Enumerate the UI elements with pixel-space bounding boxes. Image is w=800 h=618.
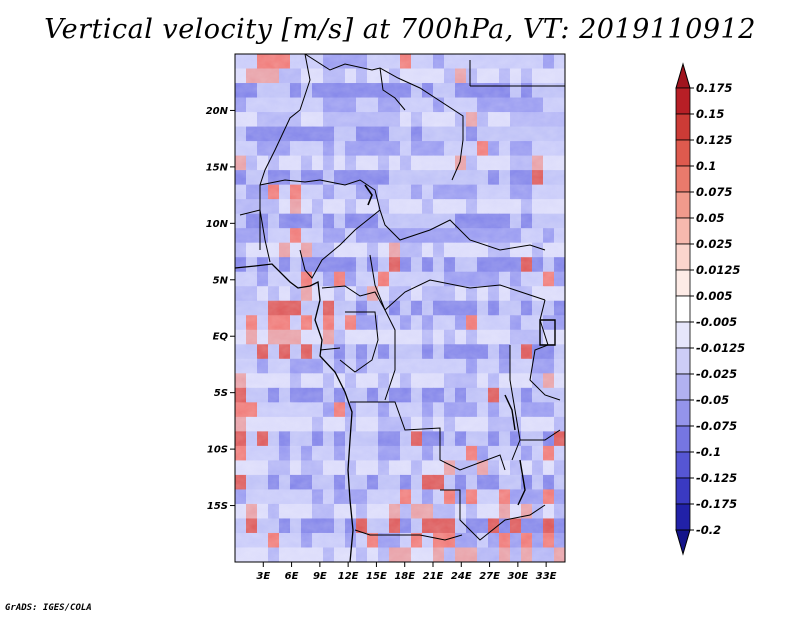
colorbar-label: -0.005 [696, 315, 737, 329]
colorbar: 0.175 0.15 0.125 0.1 0.075 0.05 0.025 0.0125 0.0… [675, 62, 745, 556]
colorbar-label: 0.005 [696, 289, 732, 303]
country-borders [239, 54, 565, 541]
credit-label: GrADS: IGES/COLA [5, 603, 92, 613]
chart-title: Vertical velocity [m/s] at 700hPa, VT: 2… [44, 14, 756, 45]
colorbar-segment [675, 373, 691, 401]
colorbar-segment [675, 217, 691, 245]
x-tick-label: 12E [338, 571, 359, 582]
colorbar-label: -0.2 [696, 523, 721, 537]
colorbar-label: -0.175 [696, 497, 737, 511]
colorbar-label: -0.1 [696, 445, 721, 459]
coastline [235, 184, 556, 562]
y-axis: 20N 15N 10N 5N EQ 5S 10S 15S [206, 106, 235, 512]
texture-overlay [235, 54, 565, 562]
colorbar-label: 0.175 [696, 81, 732, 95]
y-tick-label: 10N [206, 219, 229, 230]
colorbar-segment [675, 243, 691, 271]
colorbar-segment [675, 87, 691, 115]
y-tick-label: 15S [207, 501, 228, 512]
x-tick-label: 21E [423, 571, 444, 582]
x-tick-label: 30E [507, 571, 528, 582]
colorbar-bottom-arrow [675, 529, 691, 556]
colorbar-segment [675, 165, 691, 193]
colorbar-segment [675, 113, 691, 141]
y-tick-label: 20N [206, 106, 229, 117]
colorbar-segment [675, 139, 691, 167]
colorbar-label: 0.025 [696, 237, 732, 251]
colorbar-segment [675, 347, 691, 375]
colorbar-label: 0.125 [696, 133, 732, 147]
map-frame [234, 53, 566, 563]
colorbar-segment [675, 477, 691, 505]
x-axis: 3E 6E 9E 12E 15E 18E 21E 24E 27E 30E 33E [256, 562, 557, 582]
x-tick-label: 15E [366, 571, 387, 582]
y-tick-label: 5N [213, 275, 229, 286]
y-tick-label: EQ [213, 332, 229, 343]
colorbar-top-arrow [675, 62, 691, 89]
y-tick-label: 5S [214, 388, 228, 399]
colorbar-segment [675, 425, 691, 453]
x-tick-label: 9E [313, 571, 327, 582]
y-tick-label: 10S [207, 445, 228, 456]
colorbar-segment [675, 399, 691, 427]
colorbar-segment [675, 269, 691, 297]
colorbar-label: 0.0125 [696, 263, 740, 277]
colorbar-label: -0.075 [696, 419, 737, 433]
x-tick-label: 24E [451, 571, 472, 582]
colorbar-segment [675, 503, 691, 531]
x-tick-label: 27E [479, 571, 500, 582]
y-tick-label: 15N [206, 162, 229, 173]
x-tick-label: 18E [394, 571, 415, 582]
colorbar-segment [675, 295, 691, 323]
x-tick-label: 33E [536, 571, 557, 582]
x-tick-label: 6E [285, 571, 299, 582]
colorbar-label: 0.05 [696, 211, 724, 225]
colorbar-segment [675, 451, 691, 479]
colorbar-label: -0.0125 [696, 341, 745, 355]
colorbar-label: 0.1 [696, 159, 716, 173]
colorbar-label: 0.15 [696, 107, 724, 121]
x-tick-label: 3E [256, 571, 270, 582]
colorbar-label: -0.05 [696, 393, 729, 407]
colorbar-label: 0.075 [696, 185, 732, 199]
colorbar-label: -0.025 [696, 367, 737, 381]
colorbar-label: -0.125 [696, 471, 737, 485]
colorbar-segment [675, 191, 691, 219]
colorbar-segment [675, 321, 691, 349]
